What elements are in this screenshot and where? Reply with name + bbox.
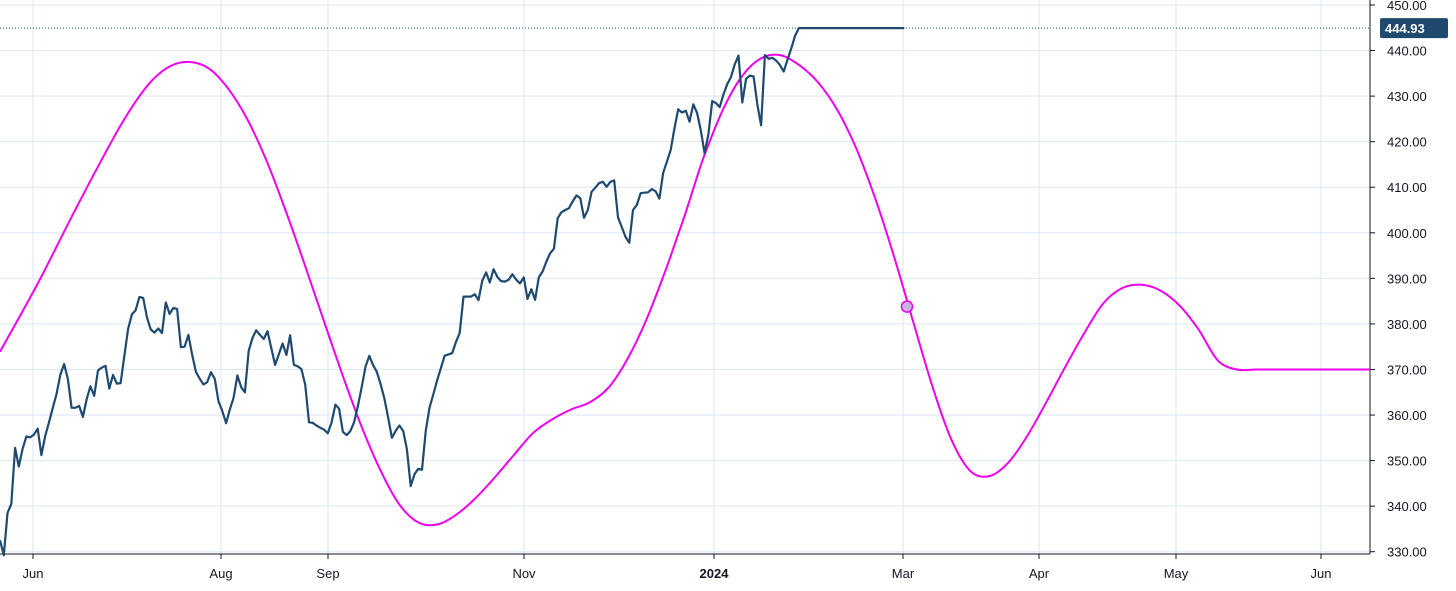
y-axis[interactable]: 330.00 340.00 350.00 360.00 370.00 380.00 390.… bbox=[1370, 0, 1427, 560]
cycle-current-marker[interactable] bbox=[900, 300, 914, 313]
last-price-tag-text: 444.93 bbox=[1385, 21, 1425, 36]
x-tick-label: May bbox=[1164, 566, 1189, 581]
y-tick-label: 440.00 bbox=[1387, 44, 1427, 59]
x-tick-label: Nov bbox=[512, 566, 536, 581]
price-series-line bbox=[0, 27, 905, 557]
y-tick-label: 450.00 bbox=[1387, 0, 1427, 13]
y-tick-label: 400.00 bbox=[1387, 226, 1427, 241]
x-tick-label: Sep bbox=[316, 566, 339, 581]
last-price-tag-background bbox=[1380, 18, 1448, 39]
chart-grid bbox=[0, 0, 1370, 554]
x-tick-label: Mar bbox=[892, 566, 915, 581]
last-price-tag: 444.93 bbox=[1380, 18, 1448, 39]
y-tick-label: 360.00 bbox=[1387, 408, 1427, 423]
x-tick-label: Jun bbox=[23, 566, 44, 581]
y-tick-label: 430.00 bbox=[1387, 89, 1427, 104]
y-tick-label: 420.00 bbox=[1387, 135, 1427, 150]
y-tick-label: 340.00 bbox=[1387, 499, 1427, 514]
x-tick-label: Jun bbox=[1311, 566, 1332, 581]
y-tick-label: 350.00 bbox=[1387, 454, 1427, 469]
y-tick-label: 330.00 bbox=[1387, 545, 1427, 560]
x-tick-label: 2024 bbox=[700, 566, 730, 581]
y-tick-label: 380.00 bbox=[1387, 317, 1427, 332]
y-tick-label: 370.00 bbox=[1387, 362, 1427, 377]
x-tick-label: Aug bbox=[209, 566, 232, 581]
y-tick-label: 390.00 bbox=[1387, 271, 1427, 286]
y-tick-label: 410.00 bbox=[1387, 180, 1427, 195]
cycle-forecast-line bbox=[0, 53, 1370, 527]
x-tick-label: Apr bbox=[1029, 566, 1050, 581]
x-axis[interactable]: Jun Aug Sep Nov 2024 Mar Apr May Jun bbox=[23, 554, 1332, 581]
